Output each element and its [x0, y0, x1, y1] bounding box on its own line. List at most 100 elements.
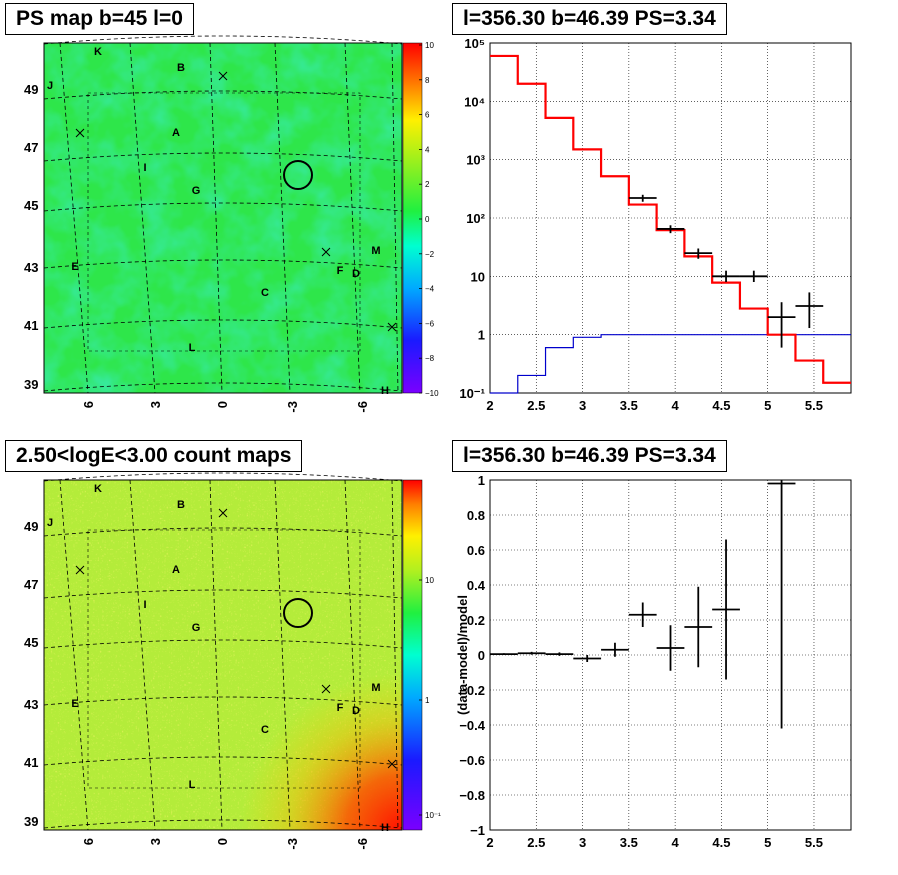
colorbar-tick-label: −2: [425, 250, 435, 259]
source-label: L: [189, 342, 196, 354]
spectrum-title: l=356.30 b=46.39 PS=3.34: [452, 3, 727, 35]
lat-grid-line: [43, 589, 403, 599]
source-label: M: [371, 245, 380, 257]
spectrum-grid: [489, 42, 851, 394]
y-tick-label: 10⁵: [464, 36, 485, 51]
lon-grid-line: [391, 479, 399, 831]
lat-tick-label: 45: [24, 635, 38, 650]
y-tick-label: −0.2: [459, 683, 485, 698]
colorbar-tick-label: 6: [425, 111, 430, 120]
lat-tick-label: 41: [24, 318, 38, 333]
lon-tick-label: 6: [81, 401, 96, 408]
lat-grid-line: [43, 756, 403, 766]
x-tick-label: 4: [672, 835, 680, 850]
lon-grid-line: [344, 42, 361, 394]
source-label: A: [172, 127, 180, 139]
target-circle: [283, 160, 313, 190]
y-tick-label: 0.2: [467, 613, 485, 628]
lat-tick-label: 43: [24, 260, 38, 275]
x-tick-label: 3.5: [620, 835, 638, 850]
source-label: C: [261, 724, 269, 736]
source-label: G: [192, 185, 201, 197]
source-label: J: [47, 80, 53, 92]
source-label: L: [189, 779, 196, 791]
lon-tick-label: 3: [148, 401, 163, 408]
lat-grid-line: [43, 382, 403, 392]
y-tick-label: 0.6: [467, 543, 485, 558]
colorbar-tick-label: −10: [425, 389, 439, 398]
count-map-grid: [43, 472, 403, 831]
lon-tick-label: -6: [355, 838, 370, 850]
ps-map-title: PS map b=45 l=0: [5, 3, 194, 35]
count-map-title: 2.50<logE<3.00 count maps: [5, 440, 303, 472]
y-tick-label: −0.8: [459, 788, 485, 803]
source-label: B: [177, 62, 185, 74]
y-tick-label: 1: [478, 473, 485, 488]
source-label: A: [172, 564, 180, 576]
x-tick-label: 5.5: [805, 835, 823, 850]
y-tick-label: 10: [471, 269, 485, 284]
x-tick-label: 2: [486, 835, 493, 850]
lat-tick-label: 39: [24, 814, 38, 829]
x-tick-label: 2: [486, 398, 493, 413]
source-label: E: [71, 698, 78, 710]
colorbar-tick-label: 2: [425, 180, 430, 189]
y-tick-label: 10⁻¹: [459, 386, 485, 401]
colorbar-tick-label: 10: [425, 576, 434, 585]
lat-tick-label: 47: [24, 140, 38, 155]
lon-grid-line: [344, 479, 361, 831]
aux-step-line: [490, 334, 851, 394]
lon-tick-label: 0: [215, 838, 230, 845]
source-label: I: [143, 599, 146, 611]
source-label: B: [177, 499, 185, 511]
colorbar-tick-label: −6: [425, 319, 435, 328]
lon-tick-label: 3: [148, 838, 163, 845]
colorbar-tick-label: 10⁻¹: [425, 811, 441, 820]
x-tick-label: 4.5: [712, 398, 730, 413]
lat-tick-label: 45: [24, 198, 38, 213]
colorbar-tick-label: −4: [425, 285, 435, 294]
lat-tick-label: 43: [24, 697, 38, 712]
source-marker: [75, 565, 85, 575]
map-inner-box: [87, 529, 361, 789]
lat-grid-line: [43, 152, 403, 162]
lat-grid-line: [43, 202, 403, 212]
lon-grid-line: [209, 42, 223, 394]
x-tick-label: 3.5: [620, 398, 638, 413]
lon-grid-line: [59, 479, 89, 831]
colorbar-tick-label: 0: [425, 215, 430, 224]
colorbar-tick-label: 10: [425, 41, 434, 50]
y-tick-label: 0.4: [467, 578, 486, 593]
residual-title: l=356.30 b=46.39 PS=3.34: [452, 440, 727, 472]
count-map-hot-region: [44, 480, 402, 830]
source-label: H: [381, 385, 389, 397]
residual-y-axis-label: (data-model)/model: [455, 595, 470, 715]
ps-colorbar: [402, 42, 423, 394]
source-label: J: [47, 517, 53, 529]
y-tick-label: 10²: [466, 211, 485, 226]
lat-tick-label: 41: [24, 755, 38, 770]
x-tick-label: 2.5: [527, 398, 545, 413]
source-marker: [321, 684, 331, 694]
lon-grid-line: [129, 479, 156, 831]
lon-tick-label: 0: [215, 401, 230, 408]
count-colorbar: [402, 479, 423, 831]
lon-grid-line: [59, 42, 89, 394]
ps-map: 49 47 45 43 41 39 6 3 0 -3 -6 K B J A I G M E F D C L H 10 8 6 4 2 0…: [24, 35, 439, 413]
count-map: 49 47 45 43 41 39 6 3 0 -3 -6 K B J A I G M E F D C L H 10 1 10⁻¹: [24, 472, 441, 850]
source-marker: [321, 247, 331, 257]
y-tick-label: 10³: [466, 153, 485, 168]
count-map-labels: 49 47 45 43 41 39 6 3 0 -3 -6 K B J A I G M E F D C L H: [24, 483, 397, 850]
y-tick-label: −0.6: [459, 753, 485, 768]
lon-tick-label: -6: [355, 401, 370, 413]
count-map-frame: [43, 479, 403, 831]
source-label: K: [94, 483, 102, 495]
y-tick-label: −1: [470, 823, 485, 838]
source-label: F: [337, 702, 344, 714]
lon-grid-line: [391, 42, 399, 394]
x-tick-label: 4: [672, 398, 680, 413]
x-tick-label: 5.5: [805, 398, 823, 413]
ps-map-grid: [43, 35, 403, 394]
source-label: C: [261, 287, 269, 299]
